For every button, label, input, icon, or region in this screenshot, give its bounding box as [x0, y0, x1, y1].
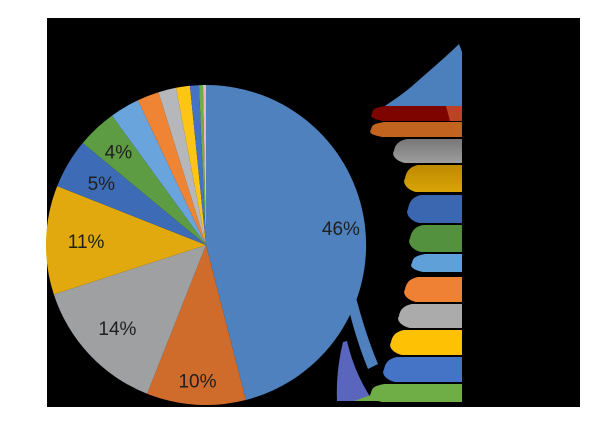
- flow-segment-2: [393, 139, 462, 163]
- flow-segment-5: [409, 225, 462, 252]
- flow-segment-1: [370, 122, 462, 137]
- flow-segment-0: [371, 106, 462, 121]
- flow-segment-4: [407, 195, 462, 223]
- pie-slice-5: [82, 115, 206, 245]
- pie-labels: 46% 10% 14% 11% 5% 4%: [68, 143, 360, 393]
- pie-slice-1: [147, 245, 246, 406]
- pie-slice-label-4: 5%: [88, 174, 116, 195]
- pie-slice-4: [57, 143, 207, 245]
- flow-segment-8: [398, 304, 462, 328]
- flow-segment-11: [370, 384, 462, 402]
- pie-slice-7: [137, 92, 206, 245]
- pie-slice-10: [189, 85, 206, 245]
- flow-segment-7: [404, 277, 462, 302]
- sail-segment: [382, 44, 462, 113]
- pie-slice-8: [158, 87, 206, 245]
- indigo-band: [336, 341, 373, 401]
- pie-slice-label-1: 10%: [178, 372, 216, 393]
- pie-slice-label-3: 11%: [68, 232, 105, 253]
- pie-slice-11: [199, 85, 206, 245]
- pie-slice-2: [53, 245, 206, 394]
- flow-column: [336, 44, 462, 402]
- pie-slice-label-5: 4%: [105, 143, 133, 164]
- flow-segment-tip-0: [446, 106, 462, 121]
- pie-slice-label-2: 14%: [98, 319, 136, 340]
- pie-slice-0: [206, 84, 367, 401]
- pie-chart: [45, 84, 367, 406]
- pie-slice-label-0: 46%: [322, 219, 360, 240]
- flow-segment-6: [411, 254, 462, 272]
- pie-slice-6: [112, 100, 206, 245]
- flow-segment-10: [383, 357, 462, 382]
- pie-slice-3: [45, 186, 206, 295]
- flow-segment-3: [404, 165, 462, 192]
- pie-slice-12: [203, 84, 206, 245]
- pie-slice-9: [176, 85, 206, 245]
- flow-segment-9: [390, 330, 462, 355]
